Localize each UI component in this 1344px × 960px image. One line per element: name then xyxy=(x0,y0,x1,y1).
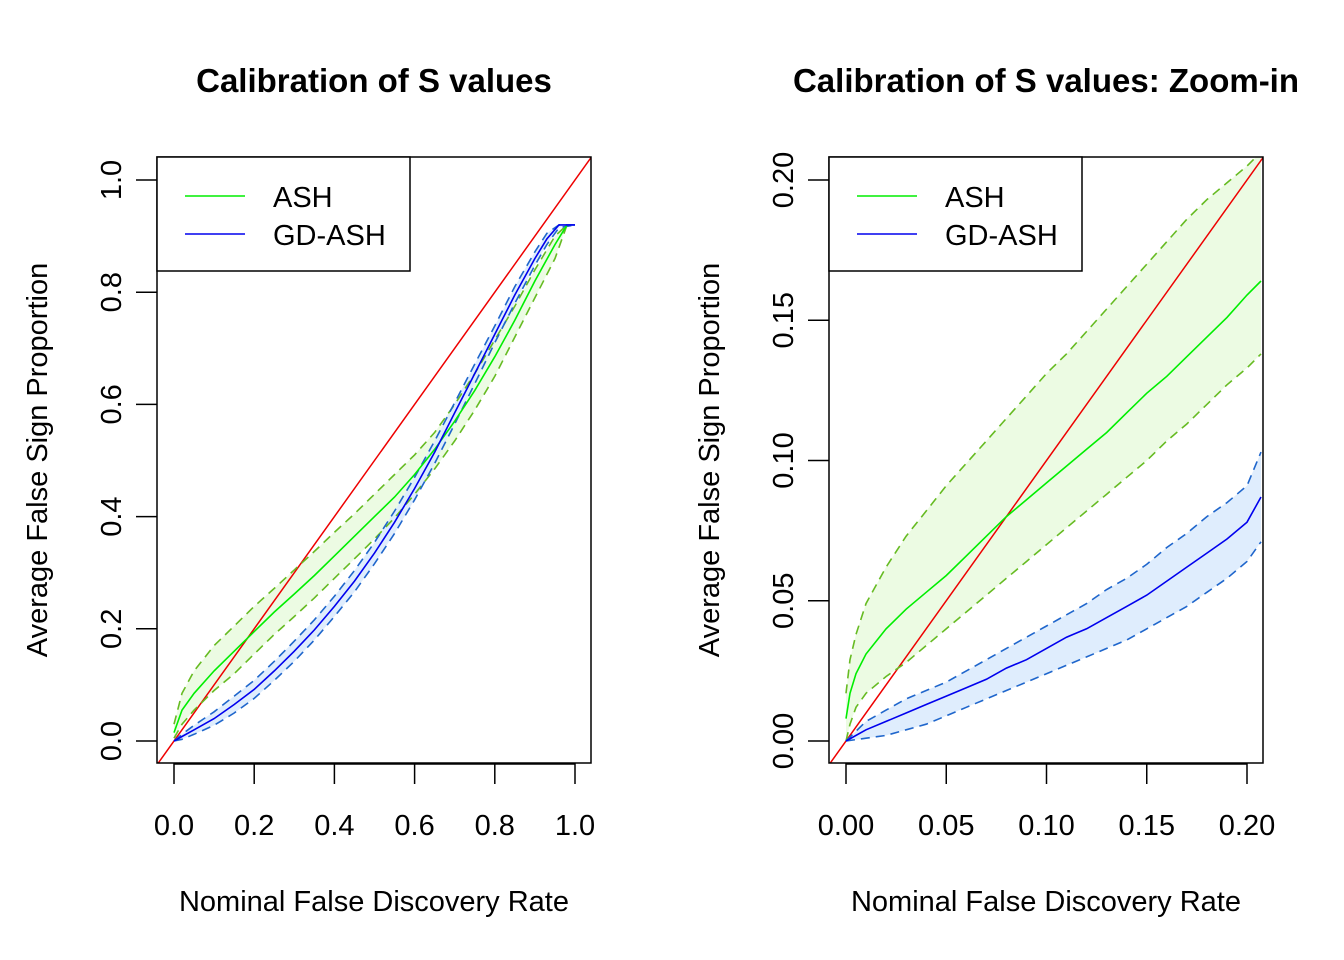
lower-bound-line-gd-ash xyxy=(845,541,1262,742)
y-tick-label: 0.20 xyxy=(768,152,800,208)
legend: ASH GD-ASH xyxy=(828,156,1083,272)
y-axis-label: Average False Sign Proportion xyxy=(22,263,54,657)
chart-title: Calibration of S values: Zoom-in xyxy=(793,62,1299,99)
legend-box xyxy=(156,156,411,272)
y-axis-label: Average False Sign Proportion xyxy=(694,263,726,657)
x-tick-label: 0.10 xyxy=(1018,810,1074,842)
reference-line-y-equals-x xyxy=(829,157,1263,763)
legend: ASH GD-ASH xyxy=(156,156,411,272)
series-line-gd-ash xyxy=(173,224,575,742)
series-line-ash xyxy=(845,280,1262,719)
y-tick-label: 0.15 xyxy=(768,292,800,348)
y-tick-label: 0.0 xyxy=(96,721,128,761)
y-tick-label: 0.10 xyxy=(768,432,800,488)
y-tick-label: 0.8 xyxy=(96,272,128,312)
confidence-band-gd-ash xyxy=(846,452,1261,741)
y-tick-label: 0.00 xyxy=(768,713,800,769)
x-tick-label: 0.15 xyxy=(1119,810,1175,842)
x-axis-label: Nominal False Discovery Rate xyxy=(851,886,1241,918)
panel-calibration-zoom-in: Calibration of S values: Zoom-in 0.00 0.0… xyxy=(694,62,1299,918)
panel-calibration: Calibration of S values 0.0 0.2 0.4 0.6 0.8 1… xyxy=(22,62,595,918)
y-axis: 0.00 0.05 0.10 0.15 0.20 xyxy=(768,152,829,769)
x-tick-label: 0.20 xyxy=(1219,810,1275,842)
x-tick-label: 0.0 xyxy=(154,810,194,842)
y-tick-label: 1.0 xyxy=(96,160,128,200)
x-tick-label: 0.2 xyxy=(234,810,274,842)
x-axis: 0.0 0.2 0.4 0.6 0.8 1.0 xyxy=(154,763,595,842)
legend-box xyxy=(828,156,1083,272)
y-tick-label: 0.4 xyxy=(96,496,128,536)
y-tick-label: 0.2 xyxy=(96,609,128,649)
upper-bound-line-gd-ash xyxy=(845,451,1262,742)
x-tick-label: 0.6 xyxy=(394,810,434,842)
upper-bound-line-gd-ash xyxy=(173,224,575,742)
y-tick-label: 0.6 xyxy=(96,384,128,424)
legend-label-gd-ash: GD-ASH xyxy=(945,220,1058,252)
x-tick-label: 1.0 xyxy=(555,810,595,842)
confidence-band-ash xyxy=(174,224,567,739)
x-tick-label: 0.05 xyxy=(918,810,974,842)
legend-label-ash: ASH xyxy=(273,182,333,214)
lower-bound-line-gd-ash xyxy=(173,224,576,742)
plot-area xyxy=(157,157,591,763)
series-line-ash xyxy=(173,224,568,733)
x-tick-label: 0.8 xyxy=(475,810,515,842)
legend-label-ash: ASH xyxy=(945,182,1005,214)
x-axis-label: Nominal False Discovery Rate xyxy=(179,886,569,918)
lower-bound-line-ash xyxy=(173,224,568,739)
upper-bound-line-ash xyxy=(845,157,1258,694)
legend-label-gd-ash: GD-ASH xyxy=(273,220,386,252)
x-tick-label: 0.00 xyxy=(818,810,874,842)
x-tick-label: 0.4 xyxy=(314,810,354,842)
x-axis: 0.00 0.05 0.10 0.15 0.20 xyxy=(818,763,1275,842)
y-tick-label: 0.05 xyxy=(768,573,800,629)
lower-bound-line-ash xyxy=(845,353,1262,742)
plot-area xyxy=(829,157,1263,763)
chart-title: Calibration of S values xyxy=(196,62,552,99)
series-line-gd-ash xyxy=(845,496,1262,742)
y-axis: 0.0 0.2 0.4 0.6 0.8 1.0 xyxy=(96,160,157,761)
reference-line-y-equals-x xyxy=(157,157,591,763)
